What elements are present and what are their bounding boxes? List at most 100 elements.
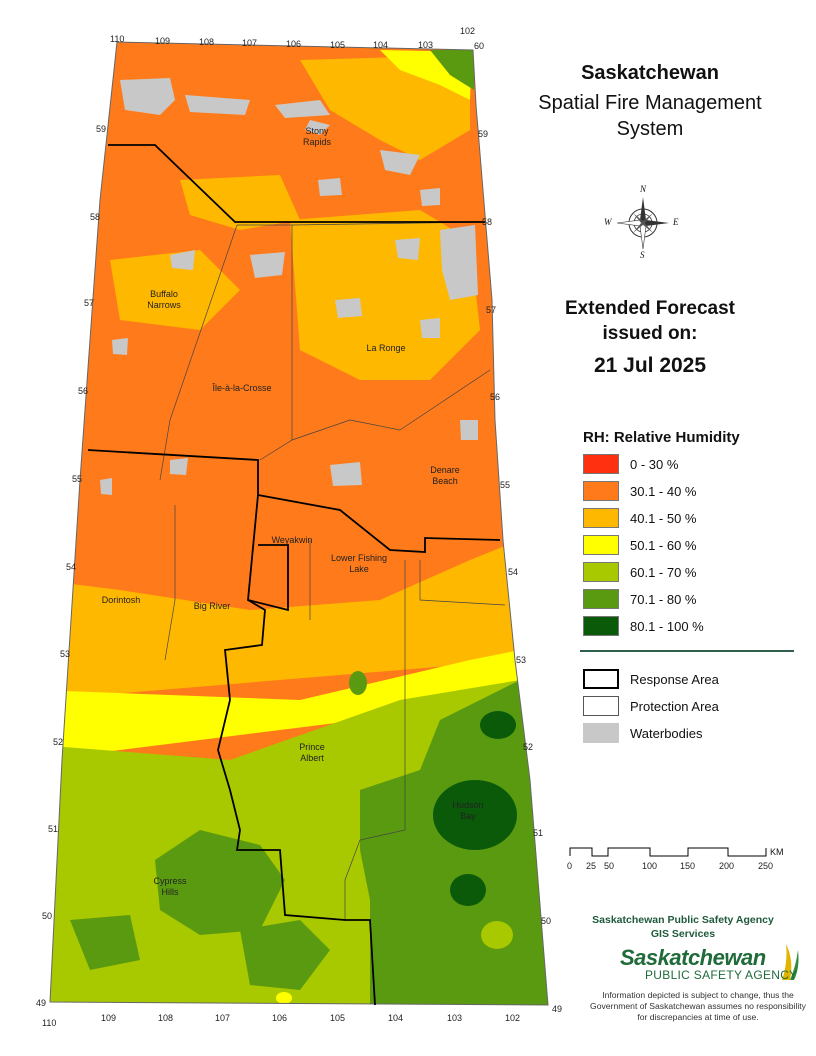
rh-band-50-60 — [50, 650, 520, 760]
compass-n: N — [640, 184, 647, 194]
lat-label-56-right: 56 — [490, 392, 501, 402]
legend-class-label: 40.1 - 50 % — [630, 510, 697, 526]
rh-zone-60-70-island — [481, 921, 513, 949]
lat-label-52-right: 52 — [523, 742, 534, 752]
scale-tick-200: 200 — [719, 861, 735, 871]
legend-class-swatch — [583, 616, 619, 636]
lat-label-57-left: 57 — [84, 298, 95, 308]
legend-class-row: 60.1 - 70 % — [583, 562, 697, 582]
lat-label-53-right: 53 — [516, 655, 527, 665]
agency-unit: GIS Services — [650, 928, 716, 940]
lat-label-53-left: 53 — [60, 649, 71, 659]
legend-class-row: 70.1 - 80 % — [583, 589, 697, 609]
map-subtitle-line2: System — [616, 118, 684, 140]
scale-tick-100: 100 — [642, 861, 658, 871]
rh-zone-70-80-sw — [70, 915, 140, 970]
scale-tick-25: 25 — [586, 861, 597, 871]
legend-class-swatch — [583, 454, 619, 474]
waterbodies — [100, 78, 478, 495]
legend-title: RH: Relative Humidity — [583, 429, 740, 446]
place-cypress-hills: Cypress Hills — [153, 876, 187, 897]
legend-class-label: 60.1 - 70 % — [630, 564, 697, 580]
province-outline — [49, 41, 549, 1006]
compass-e: E — [673, 217, 679, 227]
lat-label-58-left: 58 — [90, 212, 101, 222]
lon-label-110-bottom: 110 — [42, 1018, 57, 1028]
lon-label-104-bottom: 104 — [388, 1013, 404, 1023]
agency-name: Saskatchewan Public Safety Agency — [592, 914, 774, 926]
legend-response-area-label: Response Area — [630, 671, 719, 687]
lon-label-102-top: 102 — [460, 26, 476, 36]
lon-label-105-bottom: 105 — [330, 1013, 346, 1023]
lat-label-50-left: 50 — [42, 911, 53, 921]
scale-tick-150: 150 — [680, 861, 696, 871]
scale-bar — [569, 847, 767, 857]
lat-label-51-right: 51 — [533, 828, 544, 838]
waterbodies-swatch — [583, 723, 619, 743]
lat-label-51-left: 51 — [48, 824, 59, 834]
lat-label-52-left: 52 — [53, 737, 64, 747]
response-area-swatch — [583, 669, 619, 689]
rh-zone-40-50-north — [300, 55, 470, 160]
lon-label-107-top: 107 — [242, 38, 258, 48]
place-dorintosh: Dorintosh — [101, 595, 141, 605]
rh-band-40-50 — [50, 540, 520, 700]
lat-label-58-right: 58 — [482, 217, 493, 227]
place-buffalo-narrows: Buffalo Narrows — [147, 289, 181, 310]
lat-label-60: 60 — [474, 41, 485, 51]
place-prince-albert: Prince Albert — [299, 742, 325, 763]
legend-class-swatch — [583, 481, 619, 501]
legend-class-label: 80.1 - 100 % — [630, 618, 704, 634]
disclaimer: Information depicted is subject to chang… — [590, 990, 806, 1022]
legend-class-row: 30.1 - 40 % — [583, 481, 697, 501]
lat-label-59-left: 59 — [96, 124, 107, 134]
rh-zone-70-80-south — [240, 920, 330, 990]
map-title: Saskatchewan — [581, 62, 719, 84]
compass-rose-icon — [616, 197, 669, 250]
scale-unit: KM — [770, 847, 784, 857]
brand-logo-subtitle: PUBLIC SAFETY AGENCY — [645, 968, 798, 982]
legend-protection-area: Protection Area — [583, 696, 719, 716]
compass-s: S — [640, 250, 645, 260]
rh-zone-40-50-nw — [180, 175, 300, 230]
lon-label-108-top: 108 — [199, 37, 215, 47]
lon-label-109-top: 109 — [155, 36, 171, 46]
rh-zone-70-80-cypress — [155, 830, 285, 935]
compass-w: W — [604, 217, 612, 227]
rh-zone-70-80-spot — [349, 671, 367, 695]
place-big-river: Big River — [193, 601, 231, 611]
place-ile-a-la-crosse: Île-à-la-Crosse — [212, 383, 272, 393]
legend-waterbodies: Waterbodies — [583, 723, 703, 743]
lat-label-55-right: 55 — [500, 480, 511, 490]
map-subtitle: Spatial Fire Management System — [500, 90, 800, 142]
legend-separator — [580, 650, 794, 652]
lon-label-109-bottom: 109 — [101, 1013, 117, 1023]
legend-class-swatch — [583, 589, 619, 609]
rh-zone-80-100-hudson-bay — [433, 780, 517, 850]
scale-tick-50: 50 — [604, 861, 615, 871]
map-subtitle-line1: Spatial Fire Management — [538, 92, 762, 114]
forecast-date: 21 Jul 2025 — [593, 354, 707, 377]
place-la-ronge: La Ronge — [366, 343, 406, 353]
scale-tick-0: 0 — [567, 861, 573, 871]
legend-class-label: 30.1 - 40 % — [630, 483, 697, 499]
legend-response-area: Response Area — [583, 669, 719, 689]
legend-class-swatch — [583, 562, 619, 582]
place-hudson-bay: Hudson Bay — [452, 800, 484, 821]
scale-tick-250: 250 — [758, 861, 774, 871]
lon-label-110-top: 110 — [110, 34, 125, 44]
place-lower-fishing-lake: Lower Fishing Lake — [330, 553, 388, 574]
legend-class-row: 80.1 - 100 % — [583, 616, 704, 636]
place-weyakwin: Weyakwin — [271, 535, 313, 545]
lat-label-54-left: 54 — [66, 562, 77, 572]
legend-class-label: 50.1 - 60 % — [630, 537, 697, 553]
place-stony-rapids: Stony Rapids — [302, 126, 331, 147]
forecast-heading-line1: Extended Forecast — [565, 298, 735, 319]
legend-class-swatch — [583, 535, 619, 555]
lat-label-54-right: 54 — [508, 567, 519, 577]
forecast-heading-line2: issued on: — [602, 323, 698, 344]
lon-label-106-top: 106 — [286, 39, 302, 49]
legend-class-swatch — [583, 508, 619, 528]
brand-logo-text: Saskatchewan — [620, 945, 766, 970]
